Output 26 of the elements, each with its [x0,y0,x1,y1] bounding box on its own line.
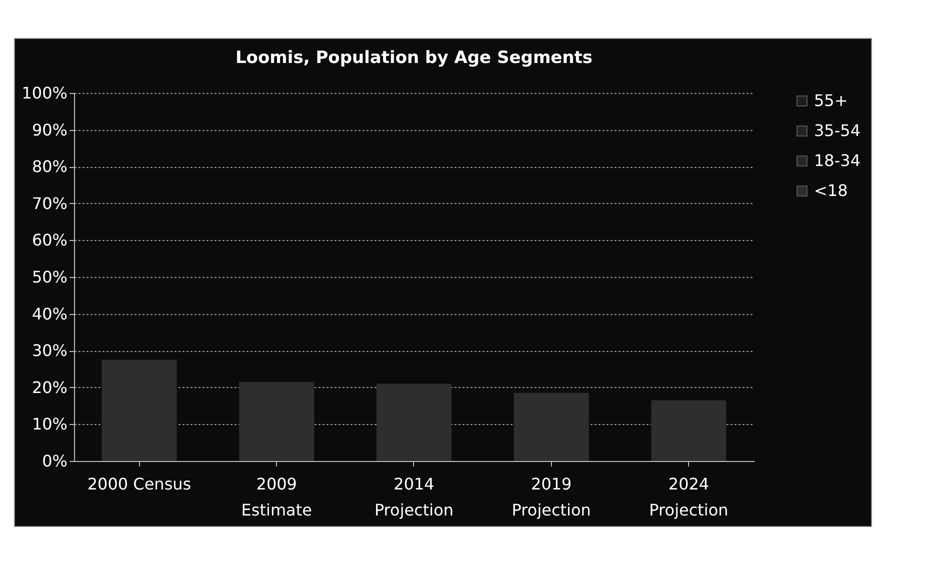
y-tick-label: 90% [32,120,68,140]
legend-label: <18 [814,181,848,200]
bar [514,392,589,461]
x-tick-label: 2009 Estimate [241,474,312,520]
y-tick-label: 60% [32,230,68,250]
y-tick-label: 40% [32,304,68,324]
x-tick-label: 2019 Projection [512,474,591,520]
bar [376,384,452,461]
y-tick-label: 10% [32,414,68,434]
bar [102,360,177,461]
legend-label: 35-54 [814,121,860,140]
y-tick-label: 0% [42,452,68,470]
y-tick-label: 100% [22,84,68,102]
bar [651,400,726,461]
y-tick-label: 20% [32,378,68,397]
legend-label: 18-34 [814,151,860,170]
y-tick-label: 70% [32,194,68,213]
legend-label: 55+ [814,91,848,110]
x-tick-label: 2000 Census [87,474,192,494]
y-tick-label: 50% [32,268,68,286]
bar [239,382,314,461]
x-tick-label: 2024 Projection [649,474,728,520]
x-tick-label: 2014 Projection [374,474,454,520]
y-tick-label: 80% [32,157,68,176]
y-tick-label: 30% [32,341,68,360]
chart-title: Loomis, Population by Age Segments [235,48,593,68]
